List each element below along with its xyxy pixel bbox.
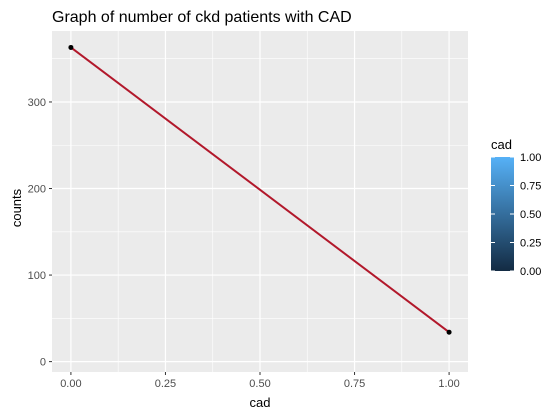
- data-point: [68, 45, 73, 50]
- legend-label: 0.75: [520, 181, 541, 193]
- legend-label: 0.50: [520, 209, 541, 221]
- x-tick-label: 0.00: [60, 378, 81, 390]
- legend-label: 0.00: [520, 266, 541, 278]
- x-tick-label: 0.25: [155, 378, 176, 390]
- x-tick-label: 0.75: [344, 378, 365, 390]
- x-tick-label: 1.00: [438, 378, 459, 390]
- y-axis: 0 100 200 300: [28, 97, 52, 369]
- legend-label: 1.00: [520, 152, 541, 164]
- y-tick-label: 0: [40, 357, 46, 369]
- data-point: [447, 330, 452, 335]
- y-axis-title: counts: [9, 188, 24, 227]
- legend-label: 0.25: [520, 238, 541, 250]
- x-axis-title: cad: [250, 395, 271, 410]
- chart-title: Graph of number of ckd patients with CAD: [52, 9, 352, 26]
- legend: cad 1.00 0.75 0.50 0.25 0.00: [491, 137, 541, 278]
- x-tick-label: 0.50: [249, 378, 270, 390]
- y-tick-label: 300: [28, 97, 46, 109]
- x-axis: 0.00 0.25 0.50 0.75 1.00: [60, 372, 460, 390]
- y-tick-label: 200: [28, 184, 46, 196]
- y-tick-label: 100: [28, 270, 46, 282]
- legend-title: cad: [491, 137, 512, 152]
